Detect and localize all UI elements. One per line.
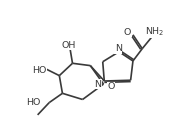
Text: NH$_2$: NH$_2$ <box>145 25 164 38</box>
Text: N: N <box>115 44 122 53</box>
Text: N: N <box>95 80 102 89</box>
Text: OH: OH <box>61 41 76 50</box>
Text: O: O <box>124 28 131 37</box>
Text: HO: HO <box>32 66 46 75</box>
Text: HO: HO <box>27 98 41 107</box>
Text: O: O <box>108 82 115 91</box>
